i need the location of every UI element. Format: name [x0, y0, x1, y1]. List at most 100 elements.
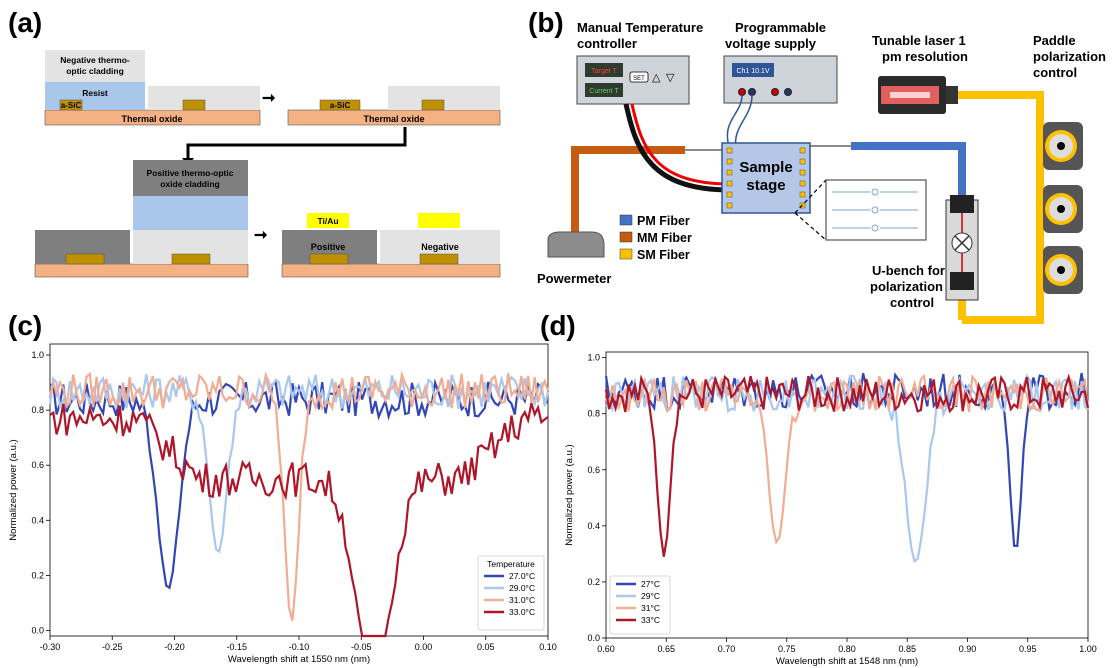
x-tick-label: 0.65 [657, 644, 675, 654]
pm-fiber-swatch [619, 214, 633, 226]
arrow-right-1: ➞ [262, 90, 276, 107]
y-tick-label: 0.2 [31, 570, 44, 580]
voltage-display [732, 63, 774, 77]
legend: 27°C 29°C 31°C 33°C [609, 575, 671, 635]
asic-label-1: a-SiC [61, 101, 82, 110]
set-button [629, 71, 649, 83]
thermal-oxide-label-1: Thermal oxide [121, 114, 182, 124]
y-tick-label: 0.6 [587, 465, 600, 475]
y-tick-label: 0.2 [587, 577, 600, 587]
panel-label-a: (a) [8, 7, 42, 38]
legend-title: Temperature [487, 559, 535, 569]
red-cable [630, 103, 731, 186]
legend-entry: 33.0°C [509, 607, 535, 617]
y-tick-label: 0.0 [587, 633, 600, 643]
asic-block-7 [309, 253, 349, 265]
sm-fiber-path [958, 91, 1044, 324]
heater-pos [307, 213, 349, 228]
resist-label: Resist [82, 88, 108, 98]
x-tick-label: 0.70 [718, 644, 736, 654]
legend-entry: 29°C [641, 591, 660, 601]
target-t-display [585, 63, 623, 77]
asic-block-1 [59, 99, 83, 111]
x-tick-label: 0.95 [1019, 644, 1037, 654]
current-t-display [585, 83, 623, 97]
step-connector [186, 127, 407, 160]
y-axis-label: Normalized power (a.u.) [564, 444, 575, 545]
pm-fiber-path [851, 142, 966, 200]
asic-block-6 [171, 253, 211, 265]
inset-line-2 [794, 212, 827, 241]
legend-entry: 29.0°C [509, 583, 535, 593]
inset-line-1 [794, 179, 827, 214]
down-triangle-icon: ▽ [666, 72, 675, 84]
set-label: SET [633, 76, 645, 82]
laser-title: Tunable laser 1 pm resolution [872, 33, 968, 64]
y-tick-label: 1.0 [587, 353, 600, 363]
legend: Temperature 27.0°C 29.0°C 31.0°C 33.0°C [477, 555, 545, 631]
up-triangle-icon: △ [652, 72, 661, 84]
terminal-black-1 [748, 88, 756, 96]
series-line-33.0°C [49, 402, 549, 638]
x-tick-label: 0.80 [838, 644, 856, 654]
legend-entry: 31.0°C [509, 595, 535, 605]
asic-block-4 [421, 99, 445, 111]
mm-fiber-swatch [619, 231, 633, 243]
asic-block-5 [65, 253, 105, 265]
x-tick-label: 0.60 [597, 644, 615, 654]
series-line-27.0°C [49, 378, 549, 590]
x-tick-label: 0.05 [477, 642, 495, 652]
panel-label-d: (d) [540, 310, 576, 341]
paddle-title: Paddle polarization control [1033, 33, 1106, 80]
asic-block-8 [419, 253, 459, 265]
x-tick-label: -0.10 [289, 642, 310, 652]
black-cable [623, 103, 731, 193]
sample-stage-label: Sample stage [739, 159, 792, 194]
pos-cladding-label: Positive thermo-optic oxide cladding [147, 168, 234, 189]
laser-connector [946, 86, 958, 104]
neg-cladding-layer [45, 50, 145, 82]
y-tick-label: 0.8 [31, 405, 44, 415]
pos-cladding-layer [133, 160, 248, 196]
x-tick-label: -0.20 [164, 642, 185, 652]
series-line-33°C [604, 373, 1090, 557]
voltage-supply-title: Programmable voltage supply [725, 20, 826, 51]
legend-entry: 31°C [641, 603, 660, 613]
terminal-black-2 [784, 88, 792, 96]
chart-c: -0.30 -0.25 -0.20 -0.15 -0.10 -0.05 0.00 0.05 0.… [8, 343, 557, 665]
x-tick-label: -0.30 [40, 642, 61, 652]
x-tick-label: 0.85 [898, 644, 916, 654]
ubench-title: U-bench for polarization control [870, 263, 945, 310]
series-line-31°C [604, 373, 1090, 545]
terminal-red-1 [738, 88, 746, 96]
x-tick-label: 0.00 [415, 642, 433, 652]
y-tick-label: 0.4 [31, 515, 44, 525]
y-tick-label: 0.6 [31, 460, 44, 470]
asic-block-2 [182, 99, 206, 111]
neg-cladding-label: Negative thermo-optic cladding [60, 55, 130, 76]
x-axis-label: Wavelength shift at 1548 nm (nm) [776, 656, 918, 667]
x-tick-label: 0.10 [539, 642, 557, 652]
panel-a-diagram: Thermal oxide Negative thermo-optic clad… [34, 50, 501, 278]
powermeter-icon [547, 231, 605, 258]
resist-layer-2 [133, 196, 248, 230]
paddle-1 [1043, 122, 1083, 170]
series-line-31.0°C [48, 370, 550, 621]
sm-fiber-label: SM Fiber [637, 248, 690, 262]
target-t-label: Target T [591, 68, 617, 75]
panel-b-diagram: Manual Temperature controller Target T Cu… [537, 20, 1106, 324]
arrow-right-2: ➞ [254, 227, 268, 244]
y-tick-label: 0.8 [587, 409, 600, 419]
substrate-3 [34, 263, 249, 278]
thermal-oxide-label-2: Thermal oxide [363, 114, 424, 124]
laser-beam-core [890, 92, 930, 98]
inset-waveguides [832, 188, 918, 232]
paddle-2 [1043, 185, 1083, 233]
positive-label: Positive [311, 242, 346, 252]
pm-fiber-label: PM Fiber [637, 214, 690, 228]
x-tick-label: -0.15 [226, 642, 247, 652]
legend-entry: 27°C [641, 579, 660, 589]
ubench-bottom-mount [950, 272, 974, 290]
terminal-red-2 [771, 88, 779, 96]
